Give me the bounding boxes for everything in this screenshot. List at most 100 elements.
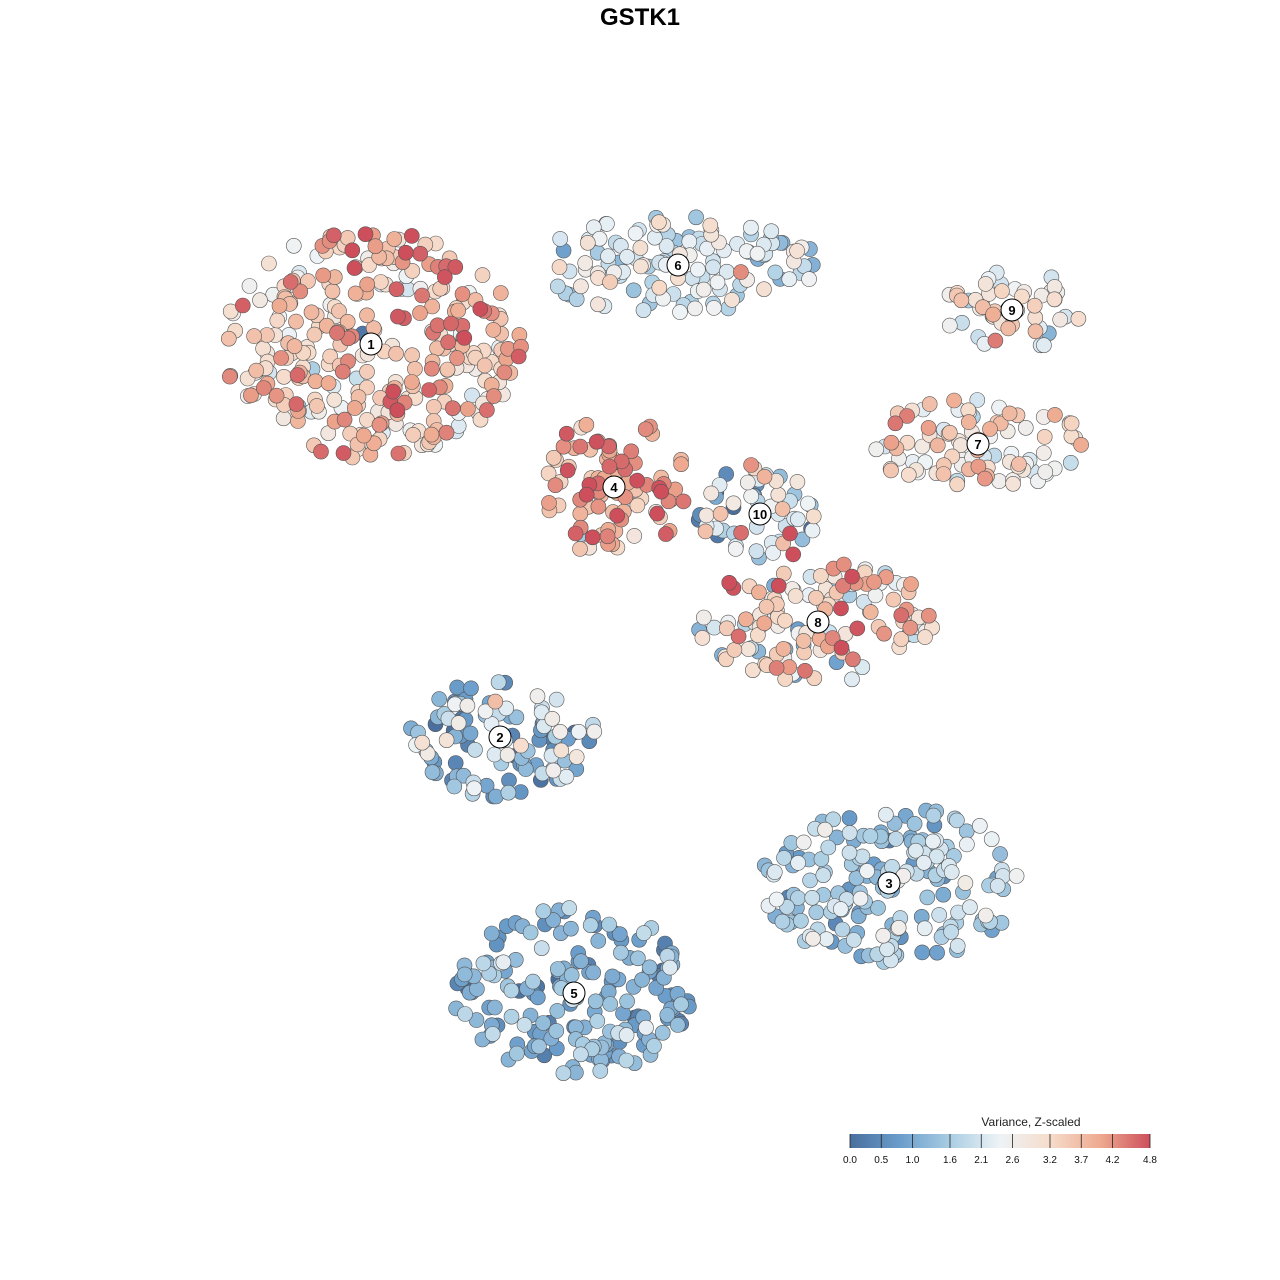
cell-point — [578, 416, 595, 433]
cell-point — [252, 292, 268, 309]
cell-point — [288, 396, 305, 412]
cell-point — [687, 300, 703, 317]
cluster-label-7: 7 — [966, 432, 990, 456]
cell-point — [403, 374, 420, 390]
cell-point — [1036, 429, 1053, 445]
cell-point — [805, 930, 821, 947]
cell-point — [276, 368, 292, 385]
cell-point — [385, 383, 402, 400]
cell-point — [592, 1063, 609, 1079]
cell-point — [929, 944, 945, 961]
cell-point — [423, 426, 440, 443]
cell-point — [508, 709, 525, 726]
cell-point — [776, 850, 792, 866]
cell-point — [712, 505, 729, 522]
cell-point — [673, 996, 689, 1013]
cell-point — [914, 438, 931, 455]
cell-point — [292, 283, 309, 300]
cell-point — [590, 498, 607, 515]
cell-point — [456, 966, 473, 983]
cell-point — [412, 245, 429, 262]
cell-point — [334, 363, 351, 380]
cell-point — [306, 326, 323, 343]
cell-point — [492, 285, 509, 301]
cell-point — [475, 955, 492, 972]
cell-point — [756, 468, 773, 485]
cluster-label-badge — [602, 475, 626, 499]
cell-point — [618, 1052, 635, 1069]
cell-point — [875, 927, 892, 944]
cluster-label-badge — [359, 332, 383, 356]
cell-point — [271, 298, 288, 314]
cell-point — [833, 639, 850, 656]
cell-point — [658, 238, 675, 254]
cell-point — [459, 697, 476, 714]
cell-point — [404, 347, 420, 364]
cluster-label-text: 2 — [496, 730, 503, 745]
cell-point — [653, 483, 670, 500]
cell-point — [804, 522, 821, 539]
cell-point — [970, 458, 987, 475]
cell-point — [1046, 291, 1063, 308]
cell-point — [599, 528, 616, 545]
cell-point — [423, 360, 440, 377]
cell-point — [424, 298, 441, 315]
cell-point — [367, 238, 384, 254]
cell-point — [833, 600, 849, 617]
cell-point — [438, 424, 455, 441]
cell-point — [495, 954, 512, 971]
cell-point — [818, 931, 835, 948]
cell-point — [768, 891, 785, 908]
cell-point — [347, 285, 364, 302]
cell-point — [555, 1065, 572, 1081]
colorbar-legend: Variance, Z-scaled 0.0 0.5 1.0 1.6 2.1 2.6 3.2… — [843, 1115, 1157, 1166]
cell-point — [548, 1023, 565, 1039]
cell-point — [703, 485, 720, 502]
cell-point — [789, 474, 806, 490]
cell-point — [859, 863, 875, 879]
cell-point — [727, 541, 744, 557]
cell-point — [549, 961, 566, 977]
cell-point — [601, 916, 617, 933]
cell-point — [925, 807, 942, 824]
cell-point — [248, 362, 265, 379]
cell-point — [462, 725, 479, 742]
cell-point — [962, 899, 978, 916]
cell-point — [659, 1007, 676, 1023]
cell-point — [1063, 415, 1080, 432]
cell-point — [490, 674, 507, 691]
cell-point — [743, 488, 760, 504]
cell-point — [414, 734, 431, 751]
cell-point — [476, 357, 493, 374]
cell-point — [718, 620, 735, 637]
cell-point — [1036, 445, 1052, 461]
cell-point — [235, 297, 251, 314]
cell-point — [282, 274, 299, 290]
cell-point — [681, 233, 698, 250]
cell-point — [559, 462, 576, 479]
cell-point — [658, 526, 674, 542]
cell-point — [768, 660, 785, 676]
cell-point — [738, 611, 754, 628]
cell-point — [959, 836, 975, 853]
cell-point — [943, 864, 960, 880]
cell-point — [460, 401, 476, 417]
cell-point — [921, 396, 938, 412]
cell-point — [672, 304, 688, 320]
cell-point — [690, 261, 706, 278]
cell-point — [957, 875, 974, 891]
cell-point — [344, 242, 361, 259]
cell-point — [269, 312, 286, 329]
cell-point — [887, 415, 904, 432]
cell-point — [849, 620, 866, 637]
cell-point — [1052, 311, 1068, 328]
cell-point — [733, 524, 749, 541]
cell-point — [635, 302, 652, 319]
cell-point — [949, 938, 966, 954]
cell-point — [946, 392, 962, 409]
cell-point — [629, 497, 646, 514]
cell-point — [800, 495, 816, 512]
cell-point — [844, 568, 860, 585]
cell-point — [906, 815, 923, 832]
cluster-label-badge — [1000, 298, 1024, 322]
